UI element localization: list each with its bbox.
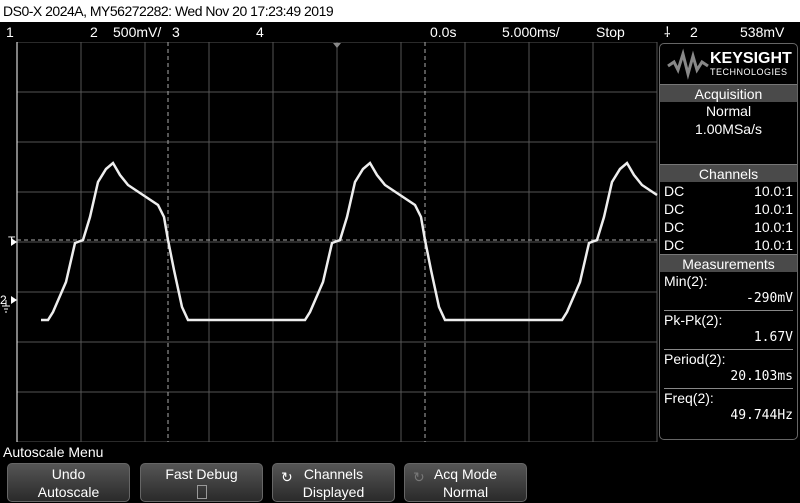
- ground-arrow-icon: [11, 296, 17, 304]
- ground-icon: [2, 300, 10, 313]
- checkbox-icon: [196, 485, 207, 499]
- time-offset[interactable]: 0.0s: [430, 24, 457, 40]
- probe-ratio: 10.0:1: [754, 183, 793, 199]
- waveform-display[interactable]: T 2: [0, 42, 660, 442]
- trigger-source[interactable]: 2: [690, 24, 698, 40]
- measurement-item[interactable]: Min(2): -290mV: [660, 272, 797, 308]
- acquisition-header[interactable]: Acquisition: [660, 84, 797, 102]
- fast-debug-softkey[interactable]: Fast Debug: [140, 463, 263, 502]
- rotate-icon: ↻: [281, 469, 293, 485]
- run-state[interactable]: Stop: [596, 24, 625, 40]
- graticule: [16, 42, 658, 442]
- probe-ratio: 10.0:1: [754, 237, 793, 253]
- keysight-logo: KEYSIGHT TECHNOLOGIES: [660, 44, 797, 84]
- acquisition-mode: Normal: [705, 103, 752, 119]
- channels-header[interactable]: Channels: [660, 164, 797, 182]
- softkey-label: Autoscale: [37, 484, 100, 500]
- measurement-item[interactable]: Period(2): 20.103ms: [660, 349, 797, 386]
- probe-ratio: 10.0:1: [754, 201, 793, 217]
- channel-4-label[interactable]: 4: [256, 24, 264, 40]
- channel-row: DC 10.0:1: [660, 236, 797, 254]
- channels-displayed-softkey[interactable]: ↻ Channels Displayed: [272, 463, 395, 502]
- softkey-label: Displayed: [302, 484, 365, 500]
- acq-mode-softkey[interactable]: ↻ Acq Mode Normal: [404, 463, 527, 502]
- measurement-value: 49.744Hz: [730, 408, 793, 423]
- rising-edge-icon: ⸸: [664, 24, 671, 40]
- coupling: DC: [664, 219, 685, 235]
- probe-ratio: 10.0:1: [754, 219, 793, 235]
- channel-2-scale[interactable]: 500mV/: [113, 24, 162, 40]
- menu-title: Autoscale Menu: [3, 444, 104, 460]
- measurement-item[interactable]: Pk-Pk(2): 1.67V: [660, 310, 797, 347]
- title-bar: DS0-X 2024A, MY56272282: Wed Nov 20 17:2…: [0, 0, 800, 22]
- softkey-label: Acq Mode: [433, 466, 498, 482]
- channel-3-label[interactable]: 3: [172, 24, 180, 40]
- channel-2-label[interactable]: 2: [90, 24, 98, 40]
- coupling: DC: [664, 237, 685, 253]
- channel-row: DC 10.0:1: [660, 182, 797, 200]
- trigger-arrow-icon: [11, 238, 17, 246]
- channel-1-label[interactable]: 1: [6, 24, 14, 40]
- channel-row: DC 10.0:1: [660, 218, 797, 236]
- measurement-item[interactable]: Freq(2): 49.744Hz: [660, 388, 797, 425]
- softkey-label: Normal: [442, 484, 489, 500]
- measurement-label: Pk-Pk(2):: [664, 312, 723, 328]
- trigger-level[interactable]: 538mV: [740, 24, 785, 40]
- sample-rate: 1.00MSa/s: [695, 121, 762, 137]
- measurement-value: -290mV: [746, 291, 793, 306]
- info-panel: KEYSIGHT TECHNOLOGIES Acquisition Normal…: [659, 43, 798, 440]
- measurement-label: Freq(2):: [664, 390, 714, 406]
- status-bar: 1 2 500mV/ 3 4 0.0s 5.000ms/ Stop ⸸ 2 53…: [0, 22, 800, 42]
- channel-2-trace: [41, 161, 658, 322]
- rotate-icon: ↻: [413, 469, 425, 485]
- measurement-label: Period(2):: [664, 351, 726, 367]
- measurement-label: Min(2):: [664, 273, 708, 289]
- softkey-label: Channels: [303, 466, 364, 482]
- undo-autoscale-softkey[interactable]: Undo Autoscale: [7, 463, 130, 502]
- measurement-value: 20.103ms: [730, 369, 793, 384]
- measurements-header[interactable]: Measurements: [660, 254, 797, 272]
- coupling: DC: [664, 183, 685, 199]
- trigger-position-marker: [333, 43, 341, 48]
- softkey-label: Fast Debug: [165, 466, 238, 482]
- waveform-logo-icon: [667, 48, 709, 80]
- channel-2-ground-marker: 2: [0, 293, 7, 307]
- coupling: DC: [664, 201, 685, 217]
- softkey-label: Undo: [51, 466, 86, 482]
- measurement-value: 1.67V: [753, 330, 793, 345]
- time-scale[interactable]: 5.000ms/: [502, 24, 560, 40]
- channel-row: DC 10.0:1: [660, 200, 797, 218]
